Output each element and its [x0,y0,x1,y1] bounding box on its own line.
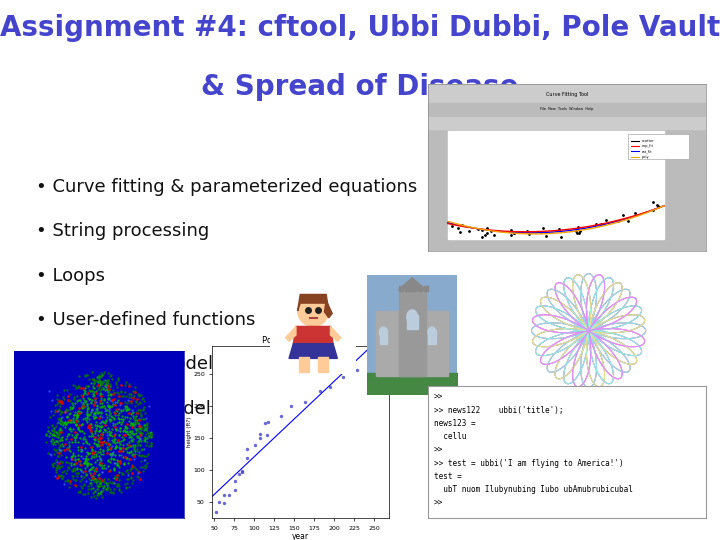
Polygon shape [293,326,333,343]
Text: Curve Fitting Tool: Curve Fitting Tool [546,92,588,97]
Bar [418,286,422,291]
Polygon shape [286,326,296,341]
Bar [407,315,418,329]
Circle shape [407,310,418,324]
Text: File  New  Tools  Window  Help: File New Tools Window Help [540,107,594,111]
Text: • Curve fitting & parameterized equations: • Curve fitting & parameterized equation… [36,178,418,196]
Polygon shape [325,300,332,318]
Bar [628,134,689,159]
Point [286,401,297,410]
Point [213,498,225,507]
Point [261,431,272,440]
Text: • String processing: • String processing [36,222,210,240]
X-axis label: year: year [292,532,309,540]
Point [241,454,253,462]
Text: >> news122    ubbi('title');: >> news122 ubbi('title'); [434,406,564,415]
Text: poly: poly [642,154,649,159]
Point [324,382,336,391]
Point [259,418,271,427]
Text: • Regression models: • Regression models [36,355,222,373]
Text: >>: >> [434,446,444,455]
Text: news123 =: news123 = [434,419,476,428]
Point [222,491,234,500]
Bar [399,286,403,291]
Text: • Simulating models: • Simulating models [36,400,220,417]
Point [378,355,390,363]
Bar [299,356,309,372]
Point [263,418,274,427]
Point [230,485,241,494]
Bar [411,286,416,291]
Point [219,491,230,500]
Text: rat_fit: rat_fit [642,150,652,153]
Text: >>: >> [434,498,444,508]
Bar [405,286,410,291]
Point [351,366,362,375]
Point [250,441,261,449]
Bar [448,131,664,239]
Point [230,476,241,485]
Polygon shape [297,294,329,311]
Text: >> test = ubbi('I am flying to America!'): >> test = ubbi('I am flying to America!'… [434,459,624,468]
Polygon shape [289,343,338,359]
Point [364,360,376,369]
Bar [428,84,706,104]
Polygon shape [330,326,341,341]
Point [254,430,266,438]
Text: test =: test = [434,472,462,481]
Text: Assignment #4: cftool, Ubbi Dubbi, Pole Vault: Assignment #4: cftool, Ubbi Dubbi, Pole … [0,14,720,42]
Point [275,411,287,420]
Point [236,467,248,476]
Bar [428,117,706,129]
Text: ubT nuom Ilubynubing Iubo ubAmubrubicubal: ubT nuom Ilubynubing Iubo ubAmubrubicuba… [434,485,633,494]
Point [236,467,248,475]
Text: • Loops: • Loops [36,267,105,285]
Circle shape [428,327,436,338]
Bar [376,311,448,376]
Bar [428,103,706,117]
Point [338,373,349,381]
Polygon shape [399,278,426,289]
Point [242,444,253,453]
Text: • User-defined functions: • User-defined functions [36,311,256,329]
Point [254,434,266,443]
Point [314,387,325,396]
Point [299,398,310,407]
Point [233,470,245,478]
Text: >>: >> [434,393,444,402]
Point [210,508,221,517]
Circle shape [297,295,329,326]
Y-axis label: height (ft?): height (ft?) [186,417,192,447]
Bar [318,356,328,372]
Bar [380,330,387,345]
Bar [399,287,426,376]
Bar [428,330,436,345]
Text: exp_fit: exp_fit [642,144,654,148]
Bar [424,286,428,291]
Point [217,499,229,508]
Title: Pole Vaulting Data: Pole Vaulting Data [262,336,339,345]
Text: scatter: scatter [642,139,654,143]
Text: & Spread of Disease: & Spread of Disease [202,73,518,101]
Circle shape [379,327,387,338]
Text: cellu: cellu [434,433,467,441]
